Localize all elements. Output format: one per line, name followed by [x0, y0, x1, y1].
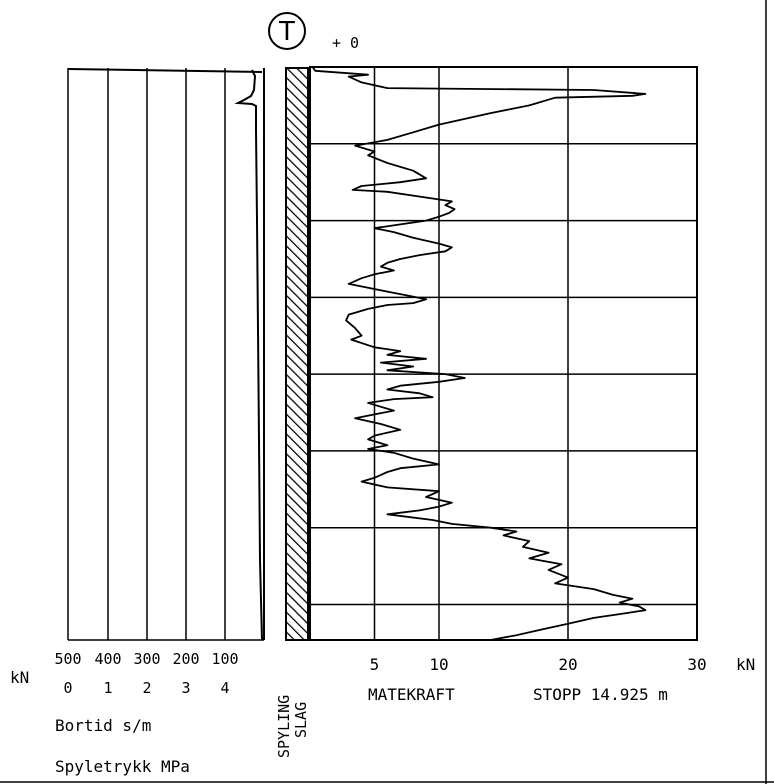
kn-tick-labels: 500 400 300 200 100 — [54, 650, 238, 668]
mpa-tick-label-3: 3 — [181, 679, 190, 697]
mpa-tick-label-4: 4 — [220, 679, 229, 697]
stop-depth-label: STOPP 14.925 m — [533, 685, 668, 704]
bortid-curve — [234, 69, 263, 641]
left-top-line — [67, 68, 263, 73]
offset-label: + 0 — [332, 34, 359, 52]
marker-circle — [268, 12, 306, 50]
spyling-label: SPYLING — [275, 695, 293, 758]
chart-frame — [309, 66, 698, 641]
x-axis-label: MATEKRAFT — [368, 685, 455, 704]
matekraft-series-line-0 — [311, 66, 647, 641]
x-tick-label-2: 20 — [558, 655, 577, 674]
mpa-tick-label-2: 2 — [142, 679, 151, 697]
kn-tick-label-1: 400 — [94, 650, 121, 668]
chart-area — [309, 66, 698, 641]
slag-label: SLAG — [292, 702, 310, 738]
x-tick-labels: 5 10 20 30 — [370, 655, 707, 674]
x-tick-label-1: 10 — [429, 655, 448, 674]
mpa-tick-label-1: 1 — [103, 679, 112, 697]
marker-symbol: T — [278, 17, 295, 47]
x-unit-label: kN — [736, 655, 755, 674]
x-tick-label-3: 30 — [687, 655, 706, 674]
left-panel — [67, 68, 265, 641]
mpa-tick-labels: 0 1 2 3 4 — [63, 679, 229, 697]
mpa-tick-label-0: 0 — [63, 679, 72, 697]
kn-tick-label-4: 100 — [211, 650, 238, 668]
kn-tick-label-0: 500 — [54, 650, 81, 668]
spyletrykk-label: Spyletrykk MPa — [55, 757, 190, 776]
left-unit-label: kN — [10, 668, 29, 687]
hatched-column — [285, 67, 309, 641]
top-marker: T + 0 — [268, 12, 359, 52]
x-tick-label-0: 5 — [370, 655, 380, 674]
kn-tick-label-2: 300 — [133, 650, 160, 668]
spyling-slag-strip — [285, 67, 309, 641]
bortid-label: Bortid s/m — [55, 716, 151, 735]
kn-tick-label-3: 200 — [172, 650, 199, 668]
